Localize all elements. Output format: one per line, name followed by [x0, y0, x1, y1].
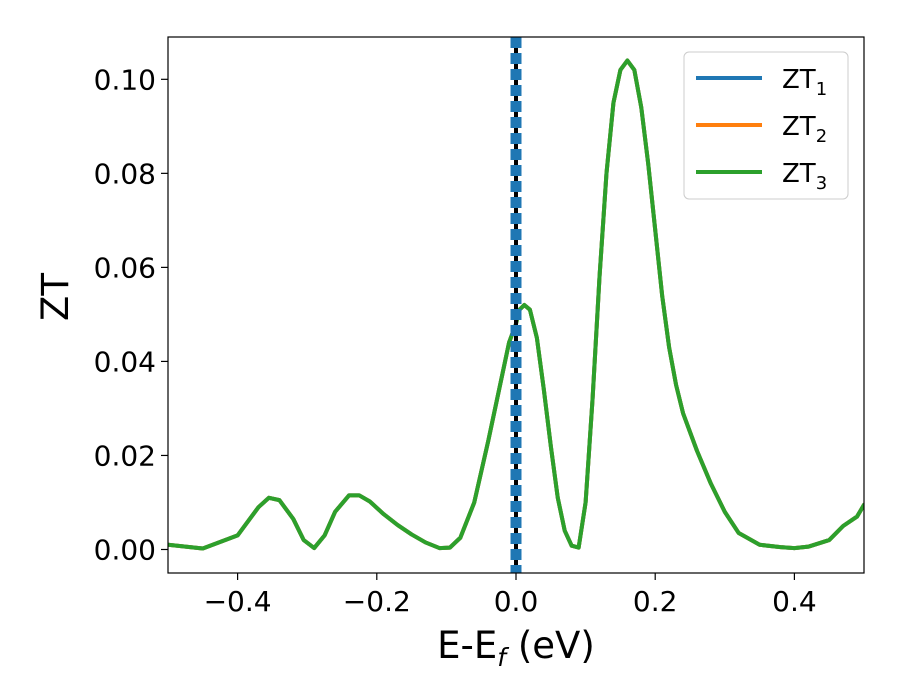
legend-frame [683, 51, 849, 200]
x-tick-label: −0.2 [343, 585, 411, 618]
legend: ZT1 ZT2 ZT3 [683, 51, 849, 200]
x-tick-label: 0.2 [633, 585, 678, 618]
x-axis: −0.4 −0.2 0.0 0.2 0.4 [204, 573, 817, 618]
y-tick-label: 0.00 [94, 533, 156, 566]
plot-area [168, 58, 864, 551]
legend-label-1: ZT1 [782, 65, 827, 100]
y-tick-label: 0.10 [94, 63, 156, 96]
y-tick-label: 0.02 [94, 439, 156, 472]
legend-label-3: ZT3 [782, 159, 827, 194]
y-axis-title: ZT [34, 273, 77, 321]
x-tick-label: 0.4 [772, 585, 817, 618]
y-tick-label: 0.08 [94, 157, 156, 190]
series-line-3 [168, 58, 864, 551]
x-axis-title: E-Ef (eV) [437, 624, 595, 672]
legend-label-2: ZT2 [782, 112, 827, 147]
y-axis: 0.00 0.02 0.04 0.06 0.08 0.10 [94, 63, 168, 566]
x-tick-label: −0.4 [204, 585, 272, 618]
x-tick-label: 0.0 [494, 585, 539, 618]
y-tick-label: 0.04 [94, 345, 156, 378]
y-tick-label: 0.06 [94, 251, 156, 284]
